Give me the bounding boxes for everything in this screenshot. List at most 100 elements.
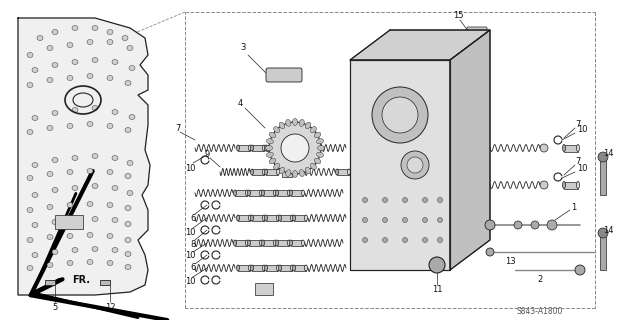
Bar — [238, 215, 250, 221]
Polygon shape — [350, 60, 450, 270]
Polygon shape — [350, 30, 490, 60]
Ellipse shape — [278, 215, 282, 221]
Ellipse shape — [259, 190, 262, 196]
Ellipse shape — [107, 124, 113, 129]
Ellipse shape — [47, 45, 53, 51]
Ellipse shape — [266, 139, 273, 144]
Text: 13: 13 — [505, 258, 515, 267]
Text: 10: 10 — [185, 276, 195, 285]
Ellipse shape — [27, 175, 33, 180]
Bar — [280, 145, 292, 151]
Ellipse shape — [107, 39, 113, 44]
Ellipse shape — [92, 106, 98, 110]
Bar — [249, 190, 261, 196]
Bar — [238, 265, 250, 271]
Ellipse shape — [67, 203, 73, 207]
Ellipse shape — [107, 260, 113, 266]
Ellipse shape — [317, 146, 324, 150]
Ellipse shape — [125, 252, 131, 257]
Ellipse shape — [305, 167, 311, 174]
Ellipse shape — [273, 163, 280, 169]
Ellipse shape — [248, 215, 252, 221]
Circle shape — [540, 181, 548, 189]
Ellipse shape — [314, 158, 321, 164]
Ellipse shape — [125, 205, 131, 211]
Circle shape — [438, 237, 442, 243]
Bar — [294, 215, 306, 221]
Ellipse shape — [125, 173, 131, 179]
Ellipse shape — [266, 146, 273, 150]
Ellipse shape — [27, 83, 33, 87]
Circle shape — [362, 197, 367, 203]
Circle shape — [598, 228, 608, 238]
Text: 14: 14 — [603, 148, 613, 157]
Ellipse shape — [122, 36, 128, 41]
Circle shape — [575, 265, 585, 275]
Ellipse shape — [47, 204, 53, 210]
Ellipse shape — [301, 240, 305, 246]
Ellipse shape — [125, 221, 131, 227]
Ellipse shape — [92, 154, 98, 158]
Bar — [291, 190, 303, 196]
Ellipse shape — [72, 108, 78, 113]
Text: 7: 7 — [575, 119, 580, 129]
Ellipse shape — [37, 36, 43, 41]
Ellipse shape — [335, 169, 339, 175]
Ellipse shape — [107, 170, 113, 174]
Bar — [55, 215, 83, 229]
Ellipse shape — [52, 157, 58, 163]
Bar — [277, 240, 289, 246]
Bar — [235, 190, 247, 196]
Ellipse shape — [292, 215, 296, 221]
Bar — [294, 265, 306, 271]
Text: 12: 12 — [105, 303, 115, 313]
Ellipse shape — [310, 127, 316, 133]
Circle shape — [598, 152, 608, 162]
Ellipse shape — [259, 240, 262, 246]
Ellipse shape — [276, 145, 280, 151]
Ellipse shape — [276, 215, 280, 221]
Ellipse shape — [278, 145, 282, 151]
Circle shape — [403, 237, 408, 243]
Ellipse shape — [112, 247, 118, 252]
Ellipse shape — [125, 265, 131, 269]
Ellipse shape — [32, 193, 38, 197]
Bar — [266, 145, 278, 151]
Ellipse shape — [52, 29, 58, 35]
Ellipse shape — [107, 203, 113, 207]
Text: 3: 3 — [240, 43, 246, 52]
Ellipse shape — [264, 169, 268, 175]
Circle shape — [540, 144, 548, 152]
Ellipse shape — [275, 240, 278, 246]
Ellipse shape — [285, 170, 291, 177]
Circle shape — [383, 237, 387, 243]
Ellipse shape — [52, 62, 58, 68]
Bar — [294, 145, 306, 151]
Ellipse shape — [234, 240, 237, 246]
Circle shape — [372, 87, 428, 143]
Bar — [564, 181, 578, 188]
Ellipse shape — [125, 81, 131, 85]
Bar — [280, 215, 292, 221]
Bar — [337, 169, 349, 175]
Circle shape — [403, 197, 408, 203]
Ellipse shape — [92, 246, 98, 252]
Ellipse shape — [248, 240, 250, 246]
Ellipse shape — [112, 156, 118, 161]
Polygon shape — [450, 30, 490, 270]
Text: 6: 6 — [190, 263, 196, 273]
Ellipse shape — [289, 190, 292, 196]
Ellipse shape — [92, 58, 98, 62]
Circle shape — [422, 218, 428, 222]
Ellipse shape — [317, 152, 324, 157]
Ellipse shape — [264, 145, 268, 151]
Text: 10: 10 — [577, 164, 588, 172]
Ellipse shape — [262, 190, 264, 196]
Bar — [280, 265, 292, 271]
Ellipse shape — [107, 29, 113, 35]
Circle shape — [485, 220, 495, 230]
Ellipse shape — [127, 45, 133, 51]
Text: 10: 10 — [577, 124, 588, 133]
Bar — [291, 240, 303, 246]
Circle shape — [438, 218, 442, 222]
